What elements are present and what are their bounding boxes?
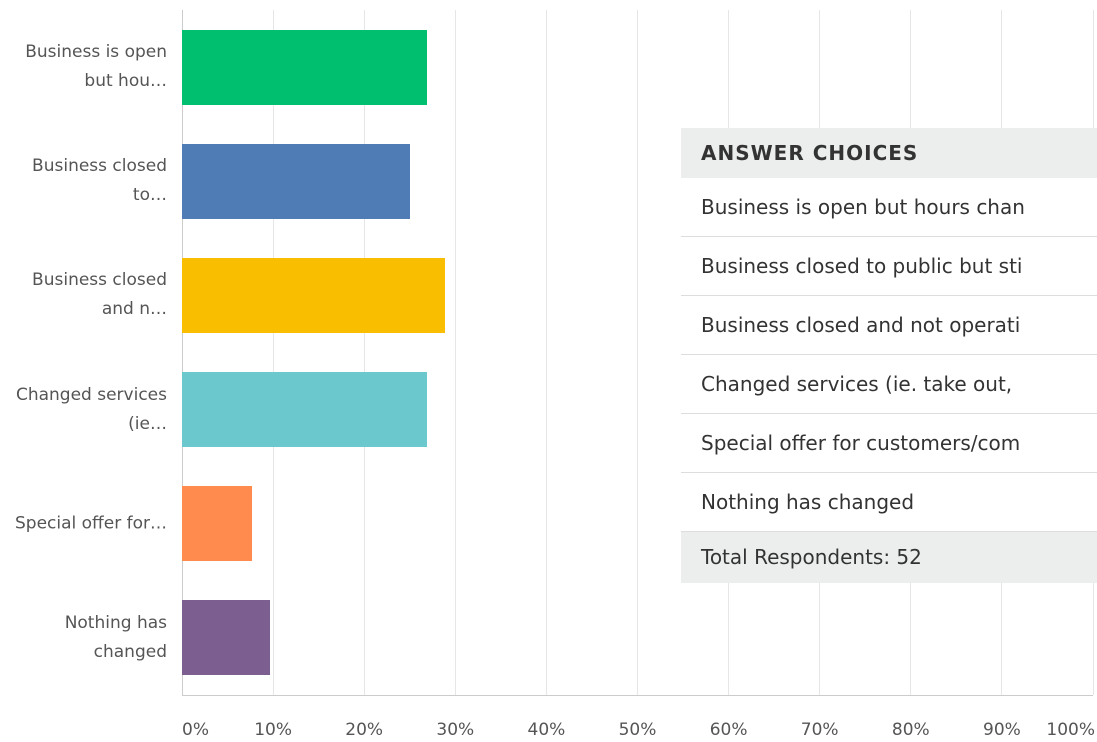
x-tick-label: 30% bbox=[436, 720, 475, 740]
table-row: Changed services (ie. take out, bbox=[681, 355, 1097, 414]
y-axis-line bbox=[182, 10, 183, 695]
bar bbox=[182, 372, 428, 448]
x-tick-label: 0% bbox=[182, 720, 209, 740]
x-tick-label: 70% bbox=[800, 720, 839, 740]
bar bbox=[182, 143, 410, 219]
x-tick-label: 90% bbox=[983, 720, 1021, 740]
answer-table: ANSWER CHOICES Business is open but hour… bbox=[681, 128, 1097, 583]
x-tick-label: 20% bbox=[345, 720, 384, 740]
table-row: Business closed to public but sti bbox=[681, 237, 1097, 296]
bar bbox=[182, 486, 253, 562]
grid-line bbox=[272, 10, 274, 695]
grid-line bbox=[363, 10, 365, 695]
table-row: Business closed and not operati bbox=[681, 296, 1097, 355]
category-label: Business closed to… bbox=[32, 156, 167, 206]
grid-line bbox=[637, 10, 638, 695]
table-row: Nothing has changed bbox=[681, 473, 1097, 532]
x-tick-label: 40% bbox=[527, 720, 566, 740]
bar bbox=[182, 600, 270, 676]
x-tick-label: 80% bbox=[891, 720, 930, 740]
grid-line bbox=[454, 10, 456, 695]
table-row: Special offer for customers/com bbox=[681, 414, 1097, 473]
table-body: Business is open but hours chan Business … bbox=[681, 178, 1097, 532]
x-axis-line bbox=[182, 695, 1093, 696]
table-row: Business is open but hours chan bbox=[681, 178, 1097, 237]
category-label: Business is open but hou… bbox=[25, 42, 167, 92]
x-tick-label: 10% bbox=[254, 720, 292, 740]
x-tick-label: 60% bbox=[709, 720, 748, 740]
grid-line bbox=[545, 10, 547, 695]
category-label: Changed services (ie… bbox=[15, 384, 167, 434]
table-footer: Total Respondents: 52 bbox=[681, 532, 1097, 583]
category-label: Nothing has changed bbox=[64, 612, 167, 662]
bar bbox=[182, 257, 445, 333]
bar bbox=[182, 29, 428, 105]
category-label: Special offer for… bbox=[15, 513, 167, 534]
category-label: Business closed and n… bbox=[32, 270, 167, 320]
table-header: ANSWER CHOICES bbox=[681, 128, 1097, 178]
x-tick-label: 50% bbox=[618, 720, 657, 740]
x-tick-label: 100% bbox=[1046, 720, 1095, 740]
